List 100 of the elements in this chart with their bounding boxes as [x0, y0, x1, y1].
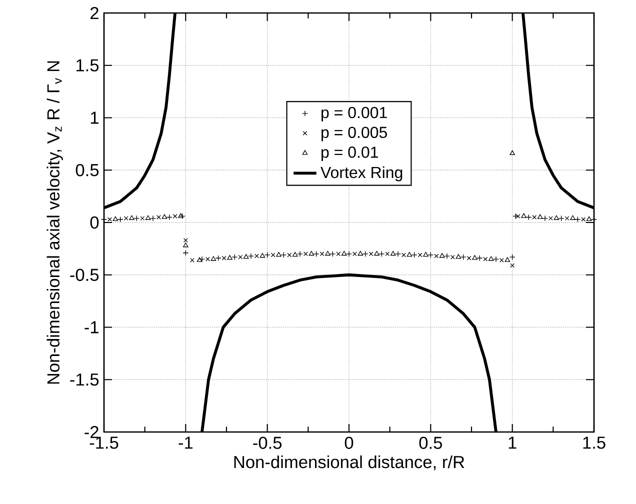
- point: [199, 256, 205, 262]
- point: [521, 213, 526, 218]
- point: [117, 216, 124, 222]
- x-tick-label: 0.5: [419, 436, 442, 449]
- point: [134, 215, 140, 222]
- x-axis-title: Non-dimensional distance, r/R: [234, 455, 464, 470]
- point: [358, 250, 364, 256]
- point: [460, 254, 466, 260]
- point: [493, 256, 500, 262]
- point: [510, 263, 515, 268]
- y-tick-label: 0: [90, 216, 99, 229]
- point: [129, 215, 134, 220]
- point: [483, 256, 488, 262]
- point: [178, 213, 184, 218]
- point: [402, 252, 406, 258]
- point: [124, 216, 128, 221]
- point: [320, 252, 324, 256]
- point: [341, 250, 347, 256]
- point: [537, 214, 543, 219]
- point: [325, 250, 330, 256]
- point: [292, 252, 298, 257]
- legend-label: p = 0.01: [322, 146, 378, 162]
- point: [385, 252, 390, 256]
- point: [423, 252, 428, 257]
- point: [156, 215, 161, 220]
- point: [368, 252, 374, 256]
- point: [378, 250, 385, 257]
- x-tick-label: -0.5: [253, 436, 282, 449]
- x-tick-label: 0: [344, 436, 354, 449]
- y-tick-label: 1: [90, 112, 98, 124]
- point: [362, 250, 368, 257]
- point: [476, 255, 483, 262]
- point: [190, 258, 194, 262]
- point: [182, 250, 189, 256]
- point: [574, 216, 581, 222]
- y-tick-label: -0.5: [70, 268, 99, 282]
- x-tick-label: -1: [178, 436, 193, 449]
- point: [162, 214, 168, 219]
- point: [554, 215, 560, 220]
- point: [140, 216, 145, 221]
- point: [434, 254, 439, 258]
- point: [303, 252, 308, 256]
- point: [346, 250, 352, 257]
- point: [145, 215, 151, 220]
- point: [172, 214, 178, 218]
- point: [586, 216, 592, 222]
- point: [411, 252, 418, 258]
- point: [215, 255, 222, 262]
- point: [526, 214, 532, 220]
- point: [254, 254, 259, 258]
- point: [112, 216, 118, 222]
- point: [390, 250, 396, 256]
- point: [264, 252, 270, 258]
- point: [428, 252, 434, 258]
- point: [313, 250, 320, 257]
- y-tick-label: 1.5: [76, 59, 99, 72]
- point: [107, 217, 112, 222]
- point: [330, 250, 336, 257]
- point: [439, 253, 445, 258]
- x-tick-label: 1.5: [583, 436, 606, 449]
- point: [548, 216, 553, 221]
- point: [166, 214, 172, 220]
- point: [542, 215, 548, 222]
- legend-label: p = 0.005: [322, 126, 387, 142]
- y-tick-label: -1.5: [70, 374, 99, 386]
- y-tick-label: -2: [84, 426, 98, 438]
- point: [510, 150, 515, 156]
- point: [232, 254, 238, 260]
- point: [516, 214, 520, 218]
- point: [472, 255, 478, 260]
- point: [336, 252, 341, 256]
- y-tick-label: 2: [90, 6, 98, 20]
- y-tick-label: -1: [84, 321, 98, 334]
- point: [581, 217, 586, 222]
- point: [196, 257, 202, 262]
- point: [287, 252, 292, 258]
- point: [488, 256, 494, 261]
- y-tick-label: 0.5: [76, 164, 99, 176]
- point: [374, 250, 380, 256]
- point: [558, 215, 564, 222]
- point: [466, 256, 472, 260]
- point: [150, 215, 156, 222]
- x-tick-label: 1: [508, 436, 516, 449]
- point: [210, 256, 216, 261]
- point: [248, 253, 254, 260]
- point: [297, 250, 303, 257]
- point: [450, 254, 455, 260]
- point: [260, 253, 266, 258]
- point: [280, 252, 287, 258]
- point: [179, 213, 186, 220]
- point: [456, 254, 462, 259]
- point: [444, 253, 450, 260]
- point: [270, 252, 276, 258]
- point: [532, 215, 537, 220]
- legend-label: p = 0.001: [322, 106, 387, 122]
- point: [570, 215, 576, 220]
- point: [276, 252, 282, 257]
- point: [243, 254, 249, 259]
- point: [222, 256, 226, 260]
- point: [500, 258, 504, 262]
